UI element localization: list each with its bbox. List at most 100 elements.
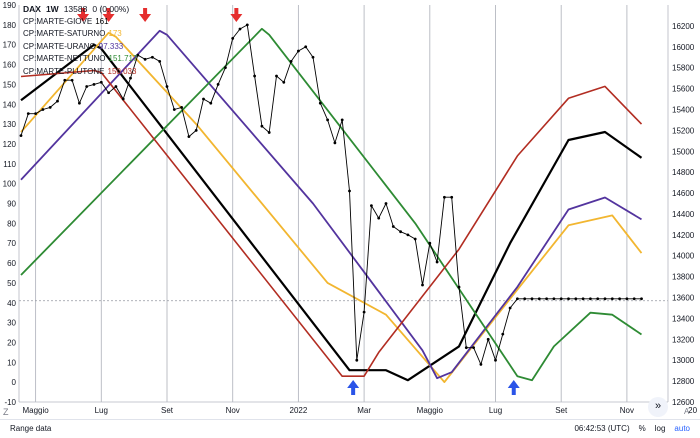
price-marker — [41, 108, 45, 111]
left-tick-label: 100 — [3, 180, 17, 189]
price-marker — [311, 55, 315, 59]
price-marker — [552, 297, 556, 301]
right-tick-label: 14000 — [672, 252, 695, 261]
log-toggle[interactable]: log — [654, 424, 666, 433]
left-tick-label: 40 — [7, 299, 16, 308]
price-marker — [340, 118, 344, 122]
price-marker — [640, 297, 643, 301]
price-marker — [26, 112, 30, 116]
auto-scale-icon[interactable]: A — [684, 407, 690, 416]
price-marker — [596, 297, 600, 301]
arrow-layer — [77, 8, 520, 395]
left-tick-label: 80 — [7, 219, 16, 228]
price-marker — [129, 76, 132, 80]
price-marker — [501, 332, 505, 336]
price-marker — [326, 118, 329, 122]
legend-item[interactable]: CP:MARTE-URANO 97.333 — [23, 41, 137, 54]
price-value: 13588 — [63, 4, 88, 14]
price-marker — [632, 297, 636, 301]
right-tick-label: 16000 — [672, 43, 695, 52]
right-tick-label: 12800 — [672, 377, 695, 386]
left-tick-label: 30 — [7, 319, 16, 328]
marker-layer — [19, 23, 643, 366]
price-marker — [78, 101, 81, 105]
x-tick-label: Set — [555, 406, 568, 415]
price-marker — [48, 105, 52, 109]
price-marker — [421, 283, 424, 287]
price-marker — [559, 297, 563, 301]
price-marker — [253, 74, 256, 78]
legend-item[interactable]: CP:MARTE-PLUTONE 150.033 — [23, 66, 137, 79]
price-marker — [625, 297, 629, 301]
scroll-to-realtime-button[interactable]: » — [648, 397, 668, 417]
left-tick-label: 10 — [7, 358, 16, 367]
price-marker — [464, 346, 468, 350]
right-tick-label: 15800 — [672, 64, 695, 73]
interval-label[interactable]: 1W — [45, 4, 59, 14]
legend-value: 173 — [108, 29, 122, 38]
price-marker — [457, 285, 461, 289]
left-tick-label: 90 — [7, 200, 16, 209]
range-data-button[interactable]: Range data — [10, 424, 52, 433]
x-tick-label: Mar — [357, 406, 371, 415]
price-marker — [530, 297, 534, 301]
price-marker — [151, 55, 154, 59]
price-marker — [413, 237, 417, 241]
left-tick-label: 110 — [3, 160, 16, 169]
footer-controls: 06:42:53 (UTC) % log auto — [574, 424, 690, 433]
price-marker — [224, 66, 227, 70]
price-marker — [355, 358, 359, 362]
price-marker — [289, 60, 293, 63]
symbol-label[interactable]: DAX — [23, 4, 41, 14]
price-marker — [238, 27, 242, 31]
price-marker — [384, 202, 388, 205]
left-tick-label: 120 — [3, 140, 17, 149]
price-marker — [377, 216, 381, 220]
price-marker — [275, 74, 278, 78]
price-marker — [165, 85, 169, 88]
series-layer — [20, 24, 643, 384]
price-marker — [99, 80, 103, 84]
legend-label: CP:MARTE-NETTUNO — [23, 54, 106, 63]
legend-item[interactable]: CP:MARTE-NETTUNO 151.717 — [23, 53, 137, 66]
auto-toggle[interactable]: auto — [674, 424, 690, 433]
price-marker — [494, 358, 497, 362]
price-marker — [180, 105, 184, 109]
clock-time[interactable]: 06:42:53 (UTC) — [574, 424, 630, 433]
legend-value: 97.333 — [98, 41, 124, 51]
price-marker — [304, 45, 308, 49]
x-tick-label: Nov — [620, 406, 634, 415]
legend-item[interactable]: CP:MARTE-SATURNO 173 — [23, 28, 137, 41]
right-tick-label: 14600 — [672, 189, 695, 198]
price-marker — [545, 297, 548, 301]
price-marker — [479, 362, 483, 366]
right-tick-label: 12600 — [672, 398, 695, 407]
series-line — [20, 43, 643, 382]
percent-toggle[interactable]: % — [638, 424, 646, 433]
down-arrow-icon — [230, 8, 243, 22]
price-marker — [508, 306, 512, 310]
price-marker — [172, 108, 176, 111]
timezone-icon[interactable]: Z — [3, 407, 9, 417]
right-tick-label: 15600 — [672, 85, 695, 94]
price-marker — [589, 297, 592, 301]
legend-value: 161 — [95, 16, 109, 26]
price-marker — [63, 78, 67, 82]
left-tick-label: 20 — [7, 338, 16, 347]
legend-item[interactable]: CP:MARTE-GIOVE 161 — [23, 16, 137, 29]
price-marker — [428, 241, 432, 245]
price-marker — [567, 297, 570, 301]
left-tick-label: -10 — [4, 398, 16, 407]
x-tick-label: Maggio — [417, 406, 444, 415]
left-tick-label: 0 — [12, 378, 17, 387]
right-tick-label: 13000 — [672, 356, 695, 365]
price-marker — [610, 297, 614, 301]
price-marker — [267, 131, 271, 134]
series-line — [20, 24, 642, 365]
price-marker — [333, 141, 337, 145]
price-marker — [472, 346, 475, 350]
price-marker — [202, 97, 205, 101]
price-marker — [114, 85, 118, 88]
left-tick-label: 190 — [3, 1, 17, 10]
